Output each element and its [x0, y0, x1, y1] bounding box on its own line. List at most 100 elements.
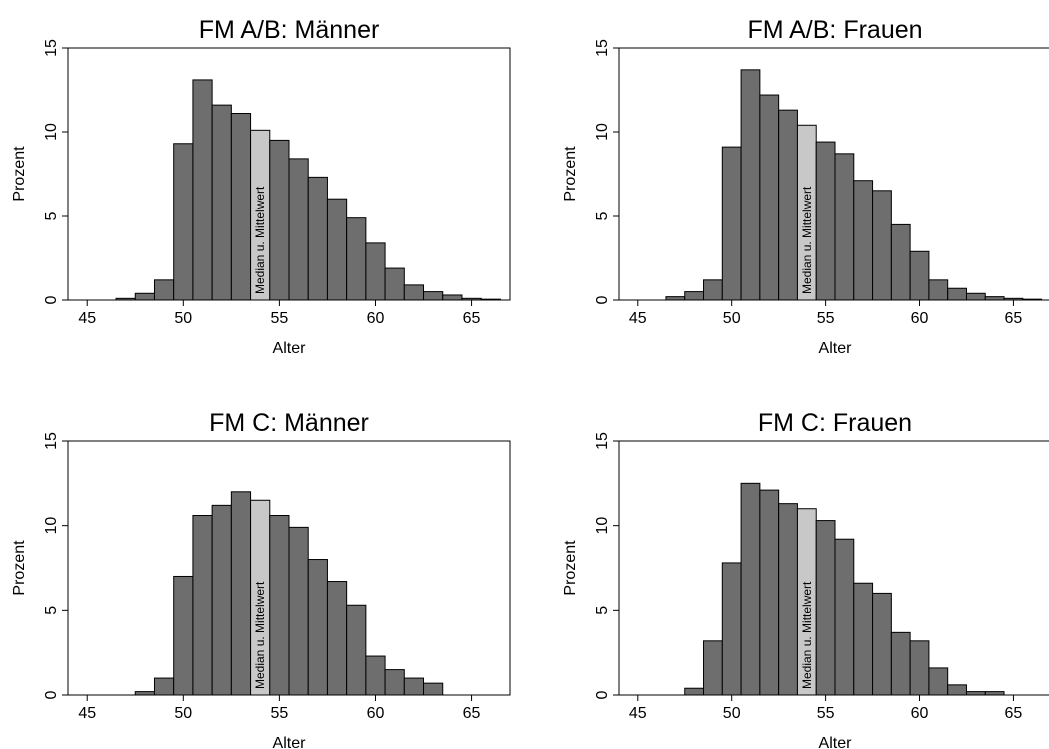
x-tick-label: 60 — [911, 705, 929, 722]
x-axis-title: Alter — [819, 735, 853, 749]
y-tick-label: 15 — [594, 432, 611, 450]
median-annotation: Median u. Mittelwert — [800, 581, 814, 689]
y-tick-label: 10 — [43, 123, 60, 141]
x-tick-label: 60 — [367, 310, 385, 327]
chart-title: FM C: Frauen — [758, 409, 912, 437]
histogram-bar — [1022, 298, 1043, 301]
histogram-bar — [423, 682, 444, 696]
histogram-bar — [778, 503, 798, 696]
median-annotation: Median u. Mittelwert — [253, 581, 267, 689]
y-axis-title: Prozent — [562, 146, 579, 202]
y-tick-label: 10 — [594, 123, 611, 141]
x-tick-label: 60 — [911, 310, 929, 327]
y-tick-label: 5 — [594, 211, 611, 220]
histogram-bar — [153, 279, 175, 301]
histogram-bar — [346, 604, 367, 696]
histogram-bar — [288, 526, 309, 696]
histogram-bar — [326, 198, 348, 301]
histogram-bar — [928, 279, 949, 301]
histogram-bar — [115, 297, 136, 301]
y-tick-label: 5 — [594, 606, 611, 615]
histogram-bar — [211, 504, 232, 696]
x-tick-label: 65 — [463, 310, 481, 327]
x-tick-label: 45 — [78, 310, 96, 327]
histogram-bar — [815, 520, 836, 696]
y-tick-label: 15 — [594, 39, 611, 57]
x-tick-label: 45 — [78, 705, 96, 722]
histogram-bar — [984, 691, 1005, 696]
x-tick-label: 65 — [463, 705, 481, 722]
histogram-bar — [307, 176, 328, 301]
x-axis-title: Alter — [273, 340, 307, 357]
median-annotation: Median u. Mittelwert — [800, 186, 814, 294]
x-axis-title: Alter — [819, 340, 853, 357]
x-tick-label: 55 — [270, 705, 288, 722]
histogram-bar — [740, 482, 761, 696]
histogram-bar — [834, 153, 855, 301]
histogram-bar — [834, 538, 855, 696]
y-axis-title: Prozent — [11, 146, 28, 202]
histogram-bar — [815, 141, 836, 301]
histogram-bar — [665, 296, 686, 301]
x-tick-label: 60 — [367, 705, 385, 722]
histogram-bar — [192, 515, 213, 696]
x-tick-label: 50 — [174, 310, 192, 327]
histogram-bar — [403, 677, 425, 696]
histogram-bar — [947, 684, 967, 696]
histogram-bar — [909, 640, 930, 696]
y-tick-label: 0 — [43, 690, 60, 699]
histogram-bar — [909, 250, 930, 301]
histogram-bar — [721, 146, 742, 301]
histogram-bar — [269, 515, 290, 696]
histogram-bar — [984, 296, 1005, 301]
y-tick-label: 15 — [43, 39, 60, 57]
histogram-bar — [365, 242, 386, 301]
x-tick-label: 55 — [270, 310, 288, 327]
histogram-bar — [288, 158, 309, 301]
chart-title: FM C: Männer — [209, 409, 369, 437]
y-tick-label: 5 — [43, 606, 60, 615]
histogram-bar — [703, 279, 723, 301]
histogram-bar — [461, 297, 482, 301]
histogram-bar — [759, 489, 780, 696]
histogram-bar — [853, 582, 874, 696]
chart-title: FM A/B: Männer — [199, 16, 380, 44]
histogram-bar — [326, 581, 348, 696]
y-tick-label: 10 — [594, 517, 611, 535]
y-axis-title: Prozent — [11, 540, 28, 596]
chart-title: FM A/B: Frauen — [747, 16, 922, 44]
histogram-bar — [740, 69, 761, 301]
histogram-bar — [230, 491, 252, 696]
x-tick-label: 50 — [174, 705, 192, 722]
x-tick-label: 50 — [723, 705, 741, 722]
histogram-bar — [890, 631, 911, 696]
histogram-bar — [703, 640, 723, 696]
histogram-bar — [872, 592, 892, 696]
histogram-bar — [759, 94, 780, 301]
y-tick-label: 0 — [594, 690, 611, 699]
histogram-bar — [269, 139, 290, 301]
histogram-bar — [153, 677, 175, 696]
histogram-bar — [384, 267, 405, 301]
histogram-bar — [230, 113, 252, 301]
x-tick-label: 65 — [1005, 705, 1023, 722]
x-tick-label: 45 — [629, 310, 647, 327]
y-tick-label: 15 — [43, 432, 60, 450]
y-tick-label: 10 — [43, 517, 60, 535]
histogram-bar — [778, 109, 798, 301]
histogram-bar — [173, 143, 194, 301]
x-tick-label: 65 — [1005, 310, 1023, 327]
x-tick-label: 55 — [817, 705, 835, 722]
histogram-bar — [346, 217, 367, 301]
histogram-bar — [947, 287, 967, 301]
x-tick-label: 55 — [817, 310, 835, 327]
histogram-bar — [1003, 297, 1024, 301]
median-annotation: Median u. Mittelwert — [253, 186, 267, 294]
histogram-bar — [365, 655, 386, 696]
histogram-bar — [134, 292, 155, 301]
histogram-bar — [173, 575, 194, 696]
